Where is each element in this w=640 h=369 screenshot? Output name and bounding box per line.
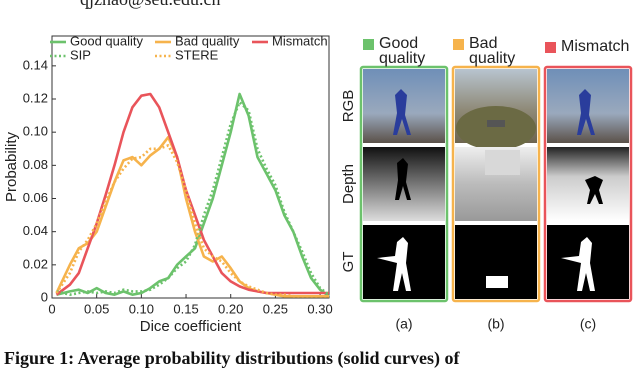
depth-block — [485, 150, 520, 175]
legend-label: STERE — [175, 47, 219, 62]
series-line — [55, 144, 329, 298]
x-tick-label: 0 — [48, 301, 55, 316]
series-line — [56, 101, 330, 296]
mound — [456, 106, 536, 150]
gt-mask — [486, 276, 508, 288]
caption: Figure 1: Average probability distributi… — [4, 348, 460, 368]
column-swatch — [545, 42, 556, 53]
person — [393, 89, 411, 135]
row-label: RGB — [340, 90, 357, 123]
legend-label: Bad quality — [175, 33, 240, 48]
legend-label: Good quality — [70, 33, 143, 48]
x-tick-label: 0.25 — [263, 301, 288, 316]
series-line — [55, 135, 329, 298]
y-tick-label: 0.10 — [23, 124, 48, 139]
depth-person — [585, 176, 603, 204]
person — [577, 89, 595, 135]
column-label: Good quality — [379, 35, 426, 67]
image-panels: (a) (b) (c) RGB Depth GT — [340, 65, 633, 332]
legend-label: SIP — [70, 47, 91, 62]
x-tick-label: 0.15 — [173, 301, 198, 316]
column-frame — [451, 65, 541, 303]
x-tick-label: 0.05 — [84, 301, 109, 316]
series-line — [55, 92, 329, 296]
x-tick-label: 0.30 — [307, 301, 332, 316]
column-label: Mismatch — [561, 38, 630, 55]
x-tick-label: 0.10 — [129, 301, 154, 316]
x-axis-label: Dice coefficient — [140, 318, 242, 335]
y-tick-label: 0.14 — [23, 57, 48, 72]
depth-person — [395, 158, 411, 200]
column-label: Bad quality — [469, 35, 516, 67]
x-tick-label: 0.20 — [218, 301, 243, 316]
panel-tag: (a) — [395, 316, 412, 332]
column-frame — [359, 65, 449, 303]
y-tick-label: 0.08 — [23, 157, 48, 172]
header-text: qjzhao@seu.edu.cn — [80, 0, 221, 10]
y-tick-label: 0 — [41, 289, 48, 304]
legend-label: Mismatch — [272, 33, 328, 48]
y-axis-label: Probability — [3, 131, 20, 202]
plot-area: 0 0.02 0.04 0.06 0.08 0.10 0.12 0.14 0 0.05 0.10 0.… — [3, 33, 333, 335]
gt-mask — [561, 237, 595, 291]
y-tick-label: 0.02 — [23, 256, 48, 271]
row-label: GT — [340, 252, 357, 273]
series-line — [56, 92, 330, 298]
y-tick-label: 0.06 — [23, 190, 48, 205]
y-tick-label: 0.12 — [23, 90, 48, 105]
row-label: Depth — [340, 164, 357, 204]
panel-tag: (c) — [580, 316, 596, 332]
plot-frame — [51, 35, 330, 299]
bench — [487, 120, 505, 127]
gt-mask — [377, 237, 411, 291]
column-swatch — [363, 39, 374, 50]
panel-tag: (b) — [487, 316, 504, 332]
column-frame — [543, 65, 633, 303]
column-swatch — [453, 39, 464, 50]
y-tick-label: 0.04 — [23, 223, 48, 238]
